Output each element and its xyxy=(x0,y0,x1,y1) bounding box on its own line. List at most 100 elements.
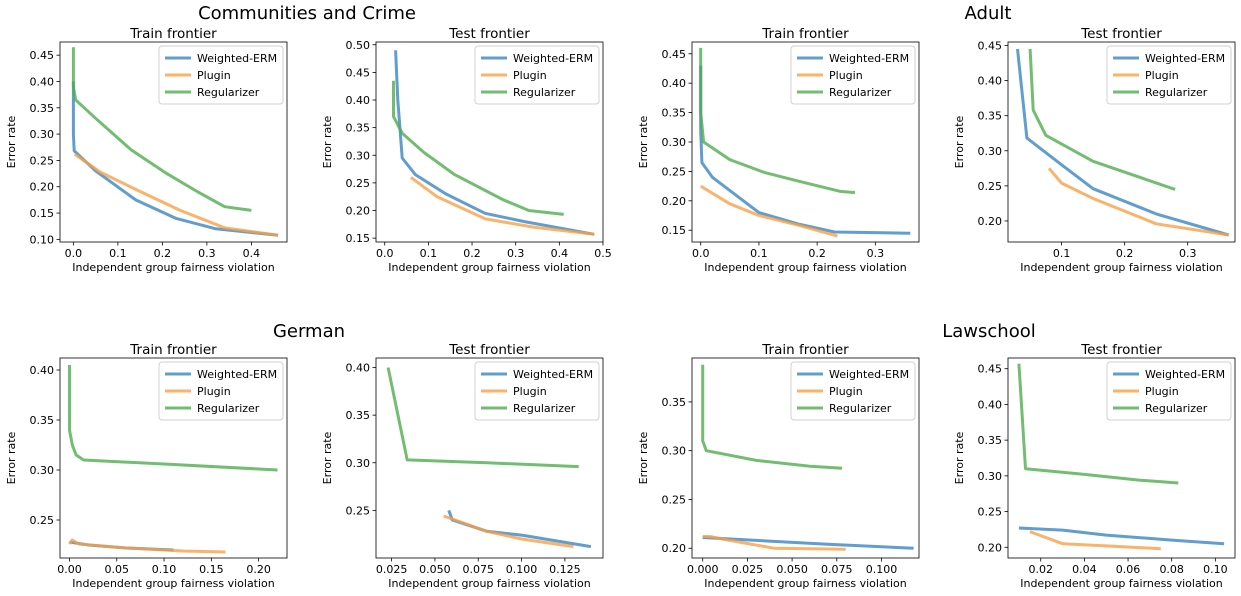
x-tick-label: 0.02 xyxy=(1028,563,1053,576)
series-line-regularizer xyxy=(392,80,564,216)
y-tick-label: 0.25 xyxy=(662,493,687,506)
x-tick-label: 0.000 xyxy=(687,563,719,576)
y-tick-label: 0.25 xyxy=(978,506,1003,519)
x-axis-label: Independent group fairness violation xyxy=(704,261,907,274)
legend-label-weighted-erm: Weighted-ERM xyxy=(1145,52,1225,65)
y-tick-label: 0.20 xyxy=(662,542,687,555)
y-tick-label: 0.35 xyxy=(662,396,687,409)
y-tick-label: 0.35 xyxy=(978,434,1003,447)
y-tick-label: 0.30 xyxy=(662,445,687,458)
y-tick-label: 0.30 xyxy=(30,128,55,141)
y-tick-label: 0.15 xyxy=(346,232,371,245)
legend-label-weighted-erm: Weighted-ERM xyxy=(197,368,277,381)
x-tick-label: 0.075 xyxy=(462,563,494,576)
y-tick-label: 0.35 xyxy=(30,102,55,115)
chart-panel-german-train-frontier: 0.00 0.05 0.10 0.15 0.20 0.25 0.30 0.35 0.40 Trai… xyxy=(5,342,288,590)
y-tick-label: 0.20 xyxy=(978,541,1003,554)
y-tick-label: 0.30 xyxy=(978,470,1003,483)
y-tick-label: 0.25 xyxy=(30,514,55,527)
y-tick-label: 0.35 xyxy=(346,122,371,135)
x-tick-label: 0.2 xyxy=(154,247,172,260)
chart-panel-adult-test-frontier: 0.1 0.2 0.3 0.20 0.25 0.30 0.35 0.40 0.45 Test fr… xyxy=(953,26,1236,274)
y-tick-label: 0.35 xyxy=(346,409,371,422)
x-tick-label: 0.025 xyxy=(732,563,764,576)
x-tick-label: 0.2 xyxy=(808,247,826,260)
legend: Weighted-ERM Plugin Regularizer xyxy=(790,361,916,421)
x-tick-label: 0.075 xyxy=(821,563,853,576)
legend-label-regularizer: Regularizer xyxy=(513,402,576,415)
y-tick-label: 0.20 xyxy=(346,205,371,218)
y-tick-label: 0.20 xyxy=(30,181,55,194)
y-tick-label: 0.45 xyxy=(346,66,371,79)
legend-label-regularizer: Regularizer xyxy=(1145,86,1208,99)
x-axis-label: Independent group fairness violation xyxy=(1020,261,1223,274)
y-tick-label: 0.50 xyxy=(346,39,371,52)
y-tick-label: 0.40 xyxy=(346,94,371,107)
y-tick-label: 0.40 xyxy=(30,364,55,377)
legend-label-weighted-erm: Weighted-ERM xyxy=(1145,368,1225,381)
y-axis-label: Error rate xyxy=(637,431,650,484)
y-tick-label: 0.10 xyxy=(30,233,55,246)
legend-label-weighted-erm: Weighted-ERM xyxy=(513,52,593,65)
x-tick-label: 0.2 xyxy=(1116,247,1134,260)
series-line-regularizer xyxy=(386,367,579,469)
x-tick-label: 0.04 xyxy=(1072,563,1097,576)
legend-label-weighted-erm: Weighted-ERM xyxy=(513,368,593,381)
legend-label-plugin: Plugin xyxy=(513,385,547,398)
legend-box xyxy=(1106,361,1232,421)
y-axis-label: Error rate xyxy=(5,431,18,484)
legend-box xyxy=(474,45,600,105)
legend-label-plugin: Plugin xyxy=(829,385,863,398)
y-tick-label: 0.25 xyxy=(30,154,55,167)
legend-label-weighted-erm: Weighted-ERM xyxy=(829,368,909,381)
x-tick-label: 0.05 xyxy=(105,563,130,576)
series-line-regularizer xyxy=(699,47,856,195)
legend-label-plugin: Plugin xyxy=(1145,69,1179,82)
panel-title: Test frontier xyxy=(1080,342,1162,358)
x-axis-label: Independent group fairness violation xyxy=(388,261,591,274)
legend: Weighted-ERM Plugin Regularizer xyxy=(158,361,284,421)
legend-label-regularizer: Regularizer xyxy=(197,86,260,99)
legend-label-regularizer: Regularizer xyxy=(197,402,260,415)
x-tick-label: 0.2 xyxy=(463,247,481,260)
axes-frame xyxy=(691,357,920,559)
series-line-weighted-erm xyxy=(699,65,911,235)
x-tick-label: 0.06 xyxy=(1116,563,1141,576)
legend-label-plugin: Plugin xyxy=(197,69,231,82)
y-tick-label: 0.40 xyxy=(662,77,687,90)
chart-panel-communities-and-crime-train-frontier: 0.0 0.1 0.2 0.3 0.4 0.10 0.15 0.20 0.25 0.30 0.35 0… xyxy=(5,26,288,274)
chart-panel-lawschool-test-frontier: 0.02 0.04 0.06 0.08 0.10 0.20 0.25 0.30 0.35 0.40… xyxy=(953,342,1236,590)
legend: Weighted-ERM Plugin Regularizer xyxy=(474,361,600,421)
axes-frame xyxy=(1007,41,1236,243)
panel-title: Train frontier xyxy=(761,26,849,42)
series-line-weighted-erm xyxy=(1018,526,1225,546)
panel-title: Test frontier xyxy=(448,342,530,358)
y-tick-label: 0.25 xyxy=(978,180,1003,193)
legend: Weighted-ERM Plugin Regularizer xyxy=(1106,45,1232,105)
x-tick-label: 0.10 xyxy=(152,563,177,576)
y-tick-label: 0.30 xyxy=(662,136,687,149)
legend-box xyxy=(790,361,916,421)
series-line-weighted-erm xyxy=(71,81,279,237)
x-tick-label: 0.1 xyxy=(1053,247,1071,260)
y-axis-label: Error rate xyxy=(321,115,334,168)
x-tick-label: 0.4 xyxy=(243,247,261,260)
chart-panel-german-test-frontier: 0.025 0.050 0.075 0.100 0.125 0.25 0.30 0.35 0.4… xyxy=(321,342,604,590)
y-tick-label: 0.30 xyxy=(346,149,371,162)
y-tick-label: 0.45 xyxy=(978,363,1003,376)
legend: Weighted-ERM Plugin Regularizer xyxy=(474,45,600,105)
panel-title: Test frontier xyxy=(1080,26,1162,42)
axes-frame xyxy=(375,357,604,559)
series-line-plugin xyxy=(1047,167,1229,237)
x-tick-label: 0.1 xyxy=(420,247,438,260)
series-line-weighted-erm xyxy=(1016,48,1230,237)
y-tick-label: 0.25 xyxy=(346,504,371,517)
legend: Weighted-ERM Plugin Regularizer xyxy=(158,45,284,105)
x-tick-label: 0.125 xyxy=(549,563,581,576)
axes-frame xyxy=(59,357,288,559)
x-axis-label: Independent group fairness violation xyxy=(72,261,275,274)
y-tick-label: 0.45 xyxy=(30,49,55,62)
y-tick-label: 0.40 xyxy=(346,362,371,375)
series-line-regularizer xyxy=(701,364,843,470)
